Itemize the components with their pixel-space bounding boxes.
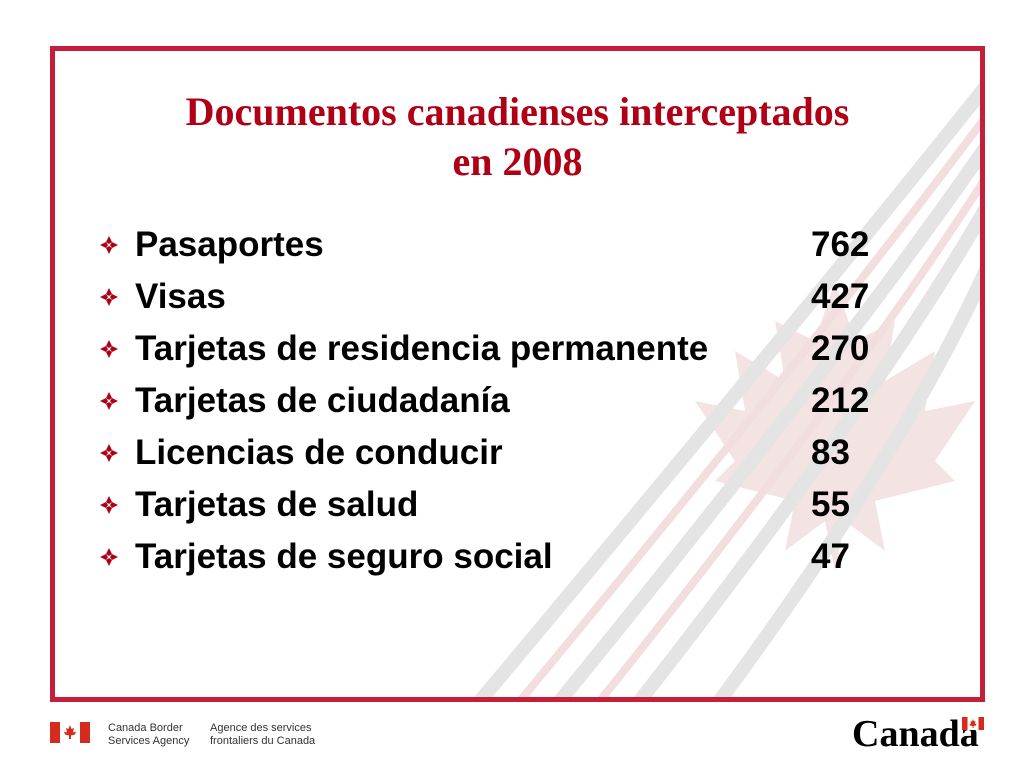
item-label: Licencias de conducir <box>135 433 503 472</box>
agency-fr-line-2: frontaliers du Canada <box>210 735 316 747</box>
document-list: Pasaportes 762 Visas 427 Tarjetas de res… <box>99 219 869 583</box>
item-value: 427 <box>811 277 870 316</box>
agency-fr-line-1: Agence des services <box>210 722 312 734</box>
item-value: 47 <box>811 537 850 576</box>
agency-name-english: Canada Border Services Agency <box>108 722 189 748</box>
diamond-bullet-icon <box>100 548 118 566</box>
item-label: Tarjetas de ciudadanía <box>135 381 510 420</box>
title-line-1: Documentos canadienses interceptados <box>185 89 850 134</box>
agency-name-french: Agence des services frontaliers du Canad… <box>210 722 315 748</box>
item-label: Visas <box>135 277 226 316</box>
maple-leaf-watermark <box>474 82 980 697</box>
item-label: Tarjetas de seguro social <box>135 537 553 576</box>
canada-flag-icon <box>50 722 90 743</box>
item-value: 55 <box>811 485 850 524</box>
agency-en-line-1: Canada Border <box>108 722 183 734</box>
item-label: Tarjetas de residencia permanente <box>135 329 709 368</box>
diamond-bullet-icon <box>100 236 118 254</box>
list-item-ciudadania: Tarjetas de ciudadanía 212 <box>99 375 869 427</box>
item-label: Pasaportes <box>135 225 324 264</box>
list-item-licencias: Licencias de conducir 83 <box>99 427 859 479</box>
item-value: 762 <box>811 225 870 264</box>
item-value: 83 <box>811 433 850 472</box>
list-item-pasaportes: Pasaportes 762 <box>99 219 869 271</box>
diamond-bullet-icon <box>100 288 118 306</box>
item-label: Tarjetas de salud <box>135 485 419 524</box>
canada-wordmark: Canada <box>852 713 979 755</box>
diamond-bullet-icon <box>100 392 118 410</box>
page-title: Documentos canadienses interceptados en … <box>55 87 980 187</box>
diamond-bullet-icon <box>100 444 118 462</box>
diamond-bullet-icon <box>100 340 118 358</box>
diamond-bullet-icon <box>100 496 118 514</box>
agency-en-line-2: Services Agency <box>108 735 190 747</box>
list-item-residencia: Tarjetas de residencia permanente 270 <box>99 323 869 375</box>
title-line-2: en 2008 <box>452 139 583 184</box>
item-value: 212 <box>811 381 870 420</box>
list-item-seguro-social: Tarjetas de seguro social 47 <box>99 531 859 583</box>
list-item-salud: Tarjetas de salud 55 <box>99 479 859 531</box>
slide-frame: Documentos canadienses interceptados en … <box>50 46 985 702</box>
item-value: 270 <box>811 329 870 368</box>
wordmark-flag-icon <box>962 717 984 730</box>
list-item-visas: Visas 427 <box>99 271 869 323</box>
